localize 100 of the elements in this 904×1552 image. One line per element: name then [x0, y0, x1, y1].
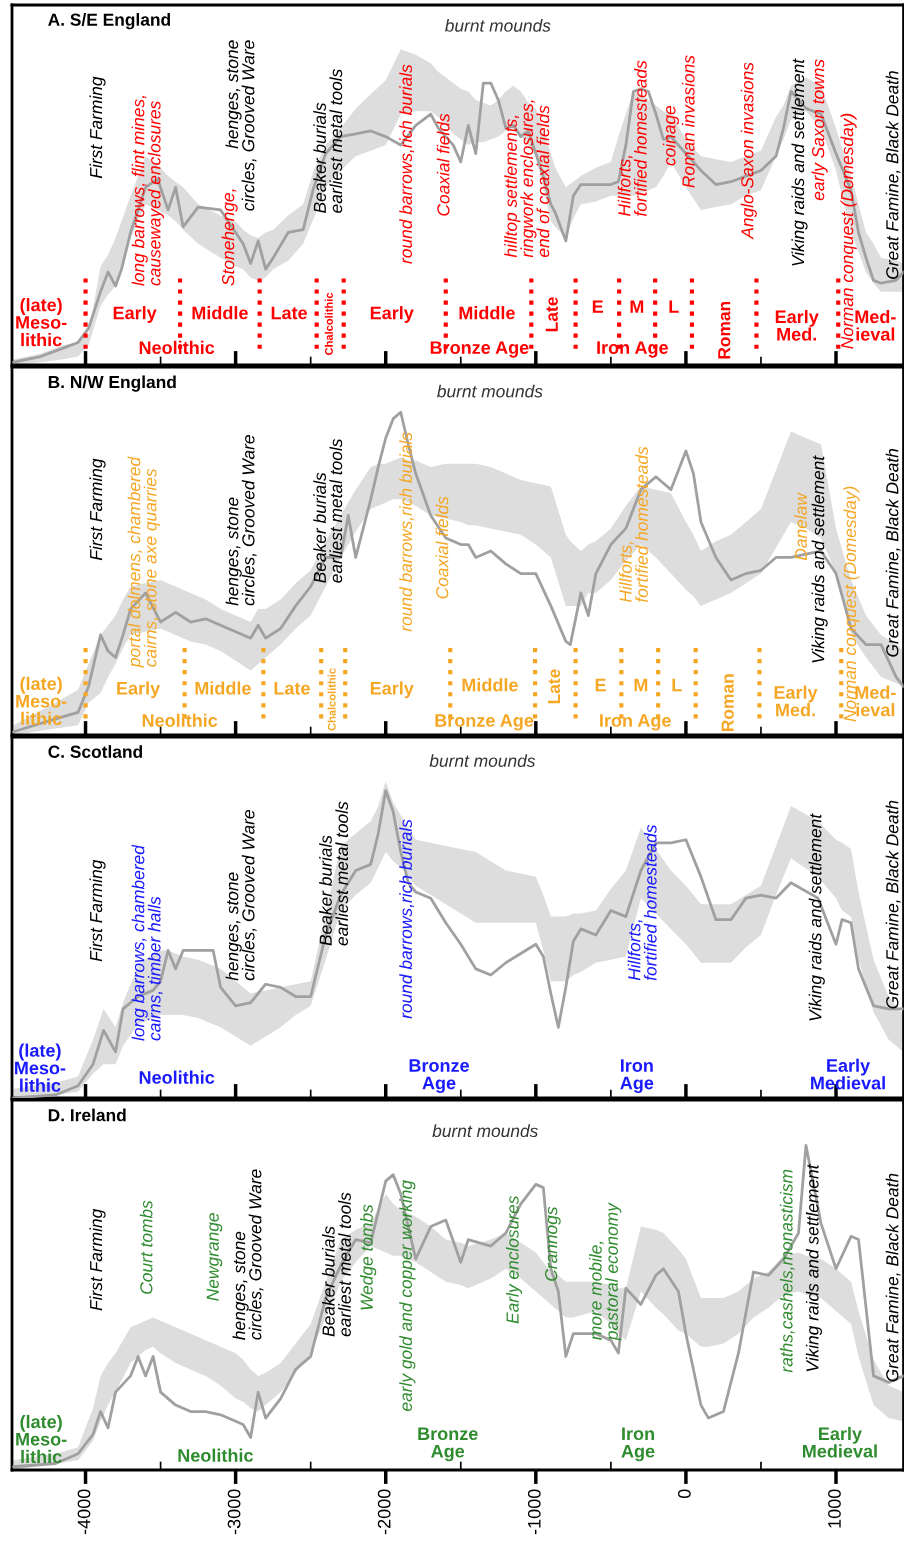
annotation: Iron Age: [620, 1059, 654, 1094]
annotation: long barrows, flint mines, causewayed enclosures: [131, 96, 165, 286]
annotation: First Farming: [89, 1208, 106, 1311]
annotation: henges, stone circles, Grooved Ware: [225, 810, 257, 981]
annotation: Med- ieval: [855, 309, 896, 341]
annotation: round barrows,rich burials: [399, 819, 415, 1019]
annotation: henges, stone circles, Grooved Ware: [225, 435, 257, 606]
annotation: Viking raids and settlement: [791, 58, 808, 266]
annotation: Iron Age: [621, 1427, 655, 1462]
annotation: Beaker burials earliest metal tools: [319, 801, 349, 946]
annotation: Early Med.: [774, 685, 818, 717]
annotation: Early Medieval: [802, 1426, 877, 1458]
annotation: Stonehenge,: [221, 189, 238, 286]
chart-title: D. Ireland: [48, 1108, 126, 1122]
annotation: Late: [274, 682, 310, 695]
annotation: hilltop settlements, ringwork enclosures, end of coaxial fields: [504, 100, 550, 258]
annotation: First Farming: [89, 76, 106, 179]
annotation: Danelaw: [794, 492, 808, 561]
annotation: Great Famine, Black Death: [885, 448, 901, 657]
annotation: (late) Meso- lithic: [16, 1414, 67, 1464]
annotation: Bronze Age: [418, 1427, 478, 1462]
annotation: Coaxial fields: [436, 113, 450, 216]
annotation: early Saxon towns: [811, 59, 828, 201]
annotation: Bronze Age: [430, 341, 529, 358]
annotation: Middle: [462, 678, 518, 692]
annotation: Hillforts, fortified homesteads: [617, 60, 647, 217]
annotation: Neolithic: [139, 340, 215, 355]
annotation: more mobile, pastoral economy: [588, 1202, 622, 1341]
annotation: Med- ieval: [855, 685, 896, 717]
text: burnt mounds: [429, 754, 536, 767]
annotation: Middle: [192, 306, 248, 320]
annotation: Newgrange: [206, 1213, 223, 1301]
annotation: Roman invasions: [681, 55, 695, 188]
annotation: portal dolmens, chambered cairns, stone axe quarries: [127, 456, 160, 668]
annotation: Beaker burials earliest metal tools: [321, 1192, 351, 1337]
annotation: First Farming: [89, 859, 106, 962]
annotation: round barrows,rich burials: [399, 432, 415, 632]
annotation: Early: [370, 681, 414, 699]
annotation: Neolithic: [142, 713, 218, 727]
x-tick-label: -1000: [527, 1489, 541, 1535]
annotation: Great Famine, Black Death: [885, 1173, 901, 1382]
chart-title: A. S/E England: [48, 13, 170, 30]
annotation: Beaker burials earliest metal tools: [313, 438, 343, 583]
chart-title: C. Scotland: [48, 745, 143, 758]
annotation: Early Med.: [775, 309, 819, 341]
annotation: Court tombs: [139, 1200, 153, 1294]
annotation: Middle: [459, 306, 515, 320]
annotation: L: [672, 678, 682, 692]
annotation: E: [592, 300, 603, 313]
annotation: Early: [117, 681, 161, 699]
x-tick-label: -3000: [227, 1489, 241, 1535]
annotation: Early Medieval: [811, 1058, 885, 1090]
annotation: Early: [370, 306, 414, 323]
annotation: Wedge tombs: [360, 1204, 377, 1310]
annotation: Neolithic: [178, 1448, 253, 1462]
x-tick-label: 0: [677, 1489, 691, 1499]
annotation: Viking raids and settlement: [805, 1163, 823, 1372]
annotation: First Farming: [89, 458, 106, 561]
annotation: (late) Meso- lithic: [16, 676, 67, 726]
annotation: Anglo-Saxon invasions: [740, 62, 757, 240]
annotation: Chalcolithic: [327, 668, 336, 731]
annotation: Coaxial fields: [435, 496, 449, 599]
annotation: Roman: [718, 301, 731, 359]
annotation: Early enclosures: [505, 1195, 523, 1324]
annotation: (late) Meso- lithic: [16, 298, 67, 347]
x-tick-label: -4000: [77, 1489, 91, 1535]
annotation: early gold and copper working: [399, 1180, 416, 1411]
annotation: Neolithic: [139, 1070, 215, 1084]
x-tick-label: -2000: [377, 1489, 391, 1535]
chart-title: B. N/W England: [48, 375, 176, 392]
text: burnt mounds: [432, 1124, 538, 1138]
annotation: Great Famine, Black Death: [885, 800, 901, 1009]
annotation: Great Famine, Black Death: [885, 71, 901, 279]
annotation: Beaker burials earliest metal tools: [313, 69, 343, 213]
annotation: Bronze Age: [409, 1059, 469, 1094]
annotation: Iron Age: [597, 341, 668, 358]
annotation: Bronze Age: [435, 714, 534, 731]
annotation: raths,cashels,monasticism: [779, 1169, 795, 1373]
annotation: Hillforts, fortified homesteads: [627, 824, 657, 981]
annotation: Middle: [195, 681, 251, 695]
annotation: E: [595, 678, 606, 692]
annotation: M: [634, 678, 648, 692]
annotation: henges, stone circles, Grooved Ware: [232, 1169, 264, 1340]
annotation: Crannogs: [545, 1206, 561, 1281]
annotation: Roman: [721, 674, 734, 731]
text: burnt mounds: [445, 19, 551, 32]
annotation: Viking raids and settlement: [808, 813, 825, 1021]
annotation: Late: [548, 669, 561, 704]
annotation: L: [669, 300, 679, 313]
annotation: M: [630, 300, 644, 313]
annotation: Late: [545, 297, 558, 332]
text: burnt mounds: [437, 384, 543, 398]
annotation: Hillforts, fortified homesteads: [619, 446, 648, 603]
annotation: round barrows,rich burials: [399, 64, 415, 264]
annotation: Early: [113, 306, 157, 323]
annotation: Late: [271, 306, 308, 320]
annotation: Chalcolithic: [324, 292, 333, 355]
annotation: Iron Age: [600, 714, 671, 731]
annotation: Viking raids and settlement: [811, 455, 828, 663]
x-tick-label: 1000: [828, 1489, 841, 1528]
